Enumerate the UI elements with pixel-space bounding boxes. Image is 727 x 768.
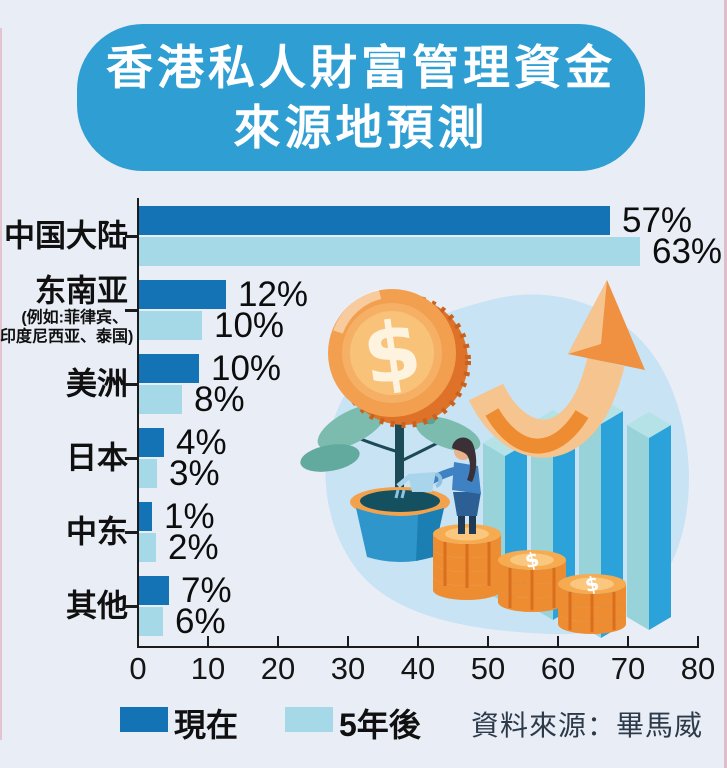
category-label: 中东: [66, 514, 128, 550]
x-tick-label-40: 40: [400, 651, 436, 686]
bar-value-now-2: 10%: [211, 349, 282, 388]
category-3: 日本: [0, 441, 128, 476]
legend-label-now: 現在: [174, 707, 239, 743]
svg-text:$: $: [583, 571, 602, 597]
bar-value-later-3: 3%: [169, 454, 220, 493]
x-tick-label-0: 0: [129, 651, 147, 686]
legend-swatch-later: [285, 707, 333, 732]
category-2: 美洲: [0, 367, 128, 402]
x-tick-40: [417, 636, 419, 646]
chart-group-2: 美洲 10% 8%: [0, 349, 727, 419]
chart-legend: 現在 5年後 資料來源：畢馬威: [0, 695, 727, 755]
growth-illustration: $ $: [300, 280, 689, 638]
category-axis-dash: [125, 309, 139, 312]
category-axis-dash: [125, 605, 139, 608]
x-tick-30: [347, 636, 349, 646]
bar-now-1: [139, 280, 226, 309]
title-banner: 香港私人財富管理資金 來源地預測: [77, 24, 645, 171]
source-label: 資料來源：畢馬威: [471, 711, 704, 742]
category-label: 日本: [66, 440, 128, 476]
x-tick-50: [487, 636, 489, 646]
category-label: 其他: [66, 588, 128, 624]
x-tick-20: [277, 636, 279, 646]
category-sublabel: 印度尼西亚、泰国): [0, 328, 134, 346]
coin-stack-icon: $ $: [433, 524, 626, 634]
bar-value-now-1: 12%: [238, 275, 309, 314]
category-sublabel: (例如:菲律宾、: [21, 309, 128, 327]
category-5: 其他: [0, 589, 128, 624]
category-axis-dash: [125, 531, 139, 534]
x-tick-10: [207, 636, 209, 646]
bar-value-later-0: 63%: [652, 232, 723, 271]
x-tick-label-30: 30: [330, 651, 366, 686]
x-tick-label-20: 20: [260, 651, 296, 686]
x-tick-label-70: 70: [610, 651, 646, 686]
chart-group-4: 中东 1% 2%: [0, 497, 727, 567]
chart-group-1: 东南亚 (例如:菲律宾、 印度尼西亚、泰国) 12% 10%: [0, 274, 727, 346]
bar-now-0: [139, 206, 610, 235]
x-tick-label-80: 80: [680, 651, 716, 686]
category-axis-dash: [125, 383, 139, 386]
bar-value-later-4: 2%: [168, 528, 219, 567]
bar-value-later-1: 10%: [214, 306, 285, 345]
bar-value-now-3: 4%: [176, 423, 227, 462]
page-title-line1: 香港私人財富管理資金: [106, 40, 616, 94]
dollar-coin-icon: $: [328, 289, 471, 428]
bar-value-now-4: 1%: [164, 497, 215, 536]
watering-can-icon: [394, 472, 443, 499]
x-tick-70: [627, 636, 629, 646]
category-label: 中国大陆: [4, 218, 128, 254]
bar-value-later-2: 8%: [194, 380, 245, 419]
chart-group-0: 中国大陆 57% 63%: [0, 201, 727, 271]
chart-group-5: 其他 7% 6%: [0, 571, 727, 641]
watering-woman-icon: [394, 437, 481, 534]
x-axis-line: [137, 646, 699, 648]
category-1: 东南亚 (例如:菲律宾、 印度尼西亚、泰国): [0, 273, 134, 347]
svg-text:$: $: [523, 547, 542, 573]
legend-swatch-now: [120, 707, 168, 732]
bar-later-3: [139, 459, 157, 488]
bar-later-0: [139, 237, 640, 266]
page-title-line2: 來源地預測: [233, 100, 489, 154]
bar-later-5: [139, 607, 163, 636]
bar-now-5: [139, 576, 169, 605]
legend-label-later: 5年後: [339, 707, 421, 743]
growth-arrow-icon: [468, 280, 645, 458]
category-4: 中东: [0, 515, 128, 550]
category-axis-dash: [125, 457, 139, 460]
bar-now-2: [139, 354, 199, 383]
bar-now-3: [139, 428, 164, 457]
bar-later-2: [139, 385, 182, 414]
category-label: 美洲: [66, 366, 128, 402]
plant-pot-icon: [350, 487, 450, 562]
bar-chart: 中国大陆 57% 63% 东南亚 (例如:菲律宾、 印度尼西亚、泰国) 12% 10% 美洲 10…: [0, 190, 727, 700]
bar-now-4: [139, 502, 152, 531]
bar-later-1: [139, 311, 202, 340]
bar-value-now-0: 57%: [622, 201, 693, 240]
x-tick-label-10: 10: [190, 651, 226, 686]
chart-group-3: 日本 4% 3%: [0, 423, 727, 493]
x-tick-80: [697, 636, 699, 646]
category-0: 中国大陆: [0, 219, 128, 254]
bar-value-now-5: 7%: [181, 571, 232, 610]
bar-value-later-5: 6%: [175, 602, 226, 641]
x-tick-0: [137, 636, 139, 646]
x-tick-60: [557, 636, 559, 646]
svg-text:$: $: [357, 302, 427, 404]
x-tick-label-50: 50: [470, 651, 506, 686]
y-axis-line: [137, 198, 139, 648]
bar-later-4: [139, 533, 156, 562]
category-axis-dash: [125, 235, 139, 238]
x-tick-label-60: 60: [540, 651, 576, 686]
category-label: 东南亚: [35, 273, 128, 309]
